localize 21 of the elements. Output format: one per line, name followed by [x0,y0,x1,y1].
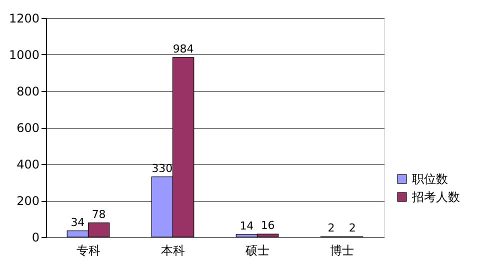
data-label: 34 [70,216,85,229]
legend-label: 招考人数 [411,190,460,204]
data-label: 14 [240,219,254,232]
y-tick-label: 200 [16,194,40,208]
x-tick-label: 专科 [76,244,100,258]
x-tick-label: 本科 [160,244,185,258]
legend-label: 职位数 [412,172,448,186]
x-tick-label: 博士 [330,244,354,258]
y-tick-label: 0 [32,230,40,244]
data-label: 78 [92,208,106,221]
data-label: 2 [328,222,335,235]
y-tick-label: 800 [16,84,40,98]
data-label: 2 [348,222,356,235]
y-tick-label: 600 [16,121,40,135]
y-tick-label: 400 [16,158,40,172]
data-label: 330 [152,162,173,175]
x-tick-label: 硕士 [244,244,270,258]
data-label: 984 [172,42,194,56]
y-tick-label: 1000 [8,48,40,62]
y-tick-label: 1200 [8,12,40,26]
data-label: 16 [260,219,275,232]
